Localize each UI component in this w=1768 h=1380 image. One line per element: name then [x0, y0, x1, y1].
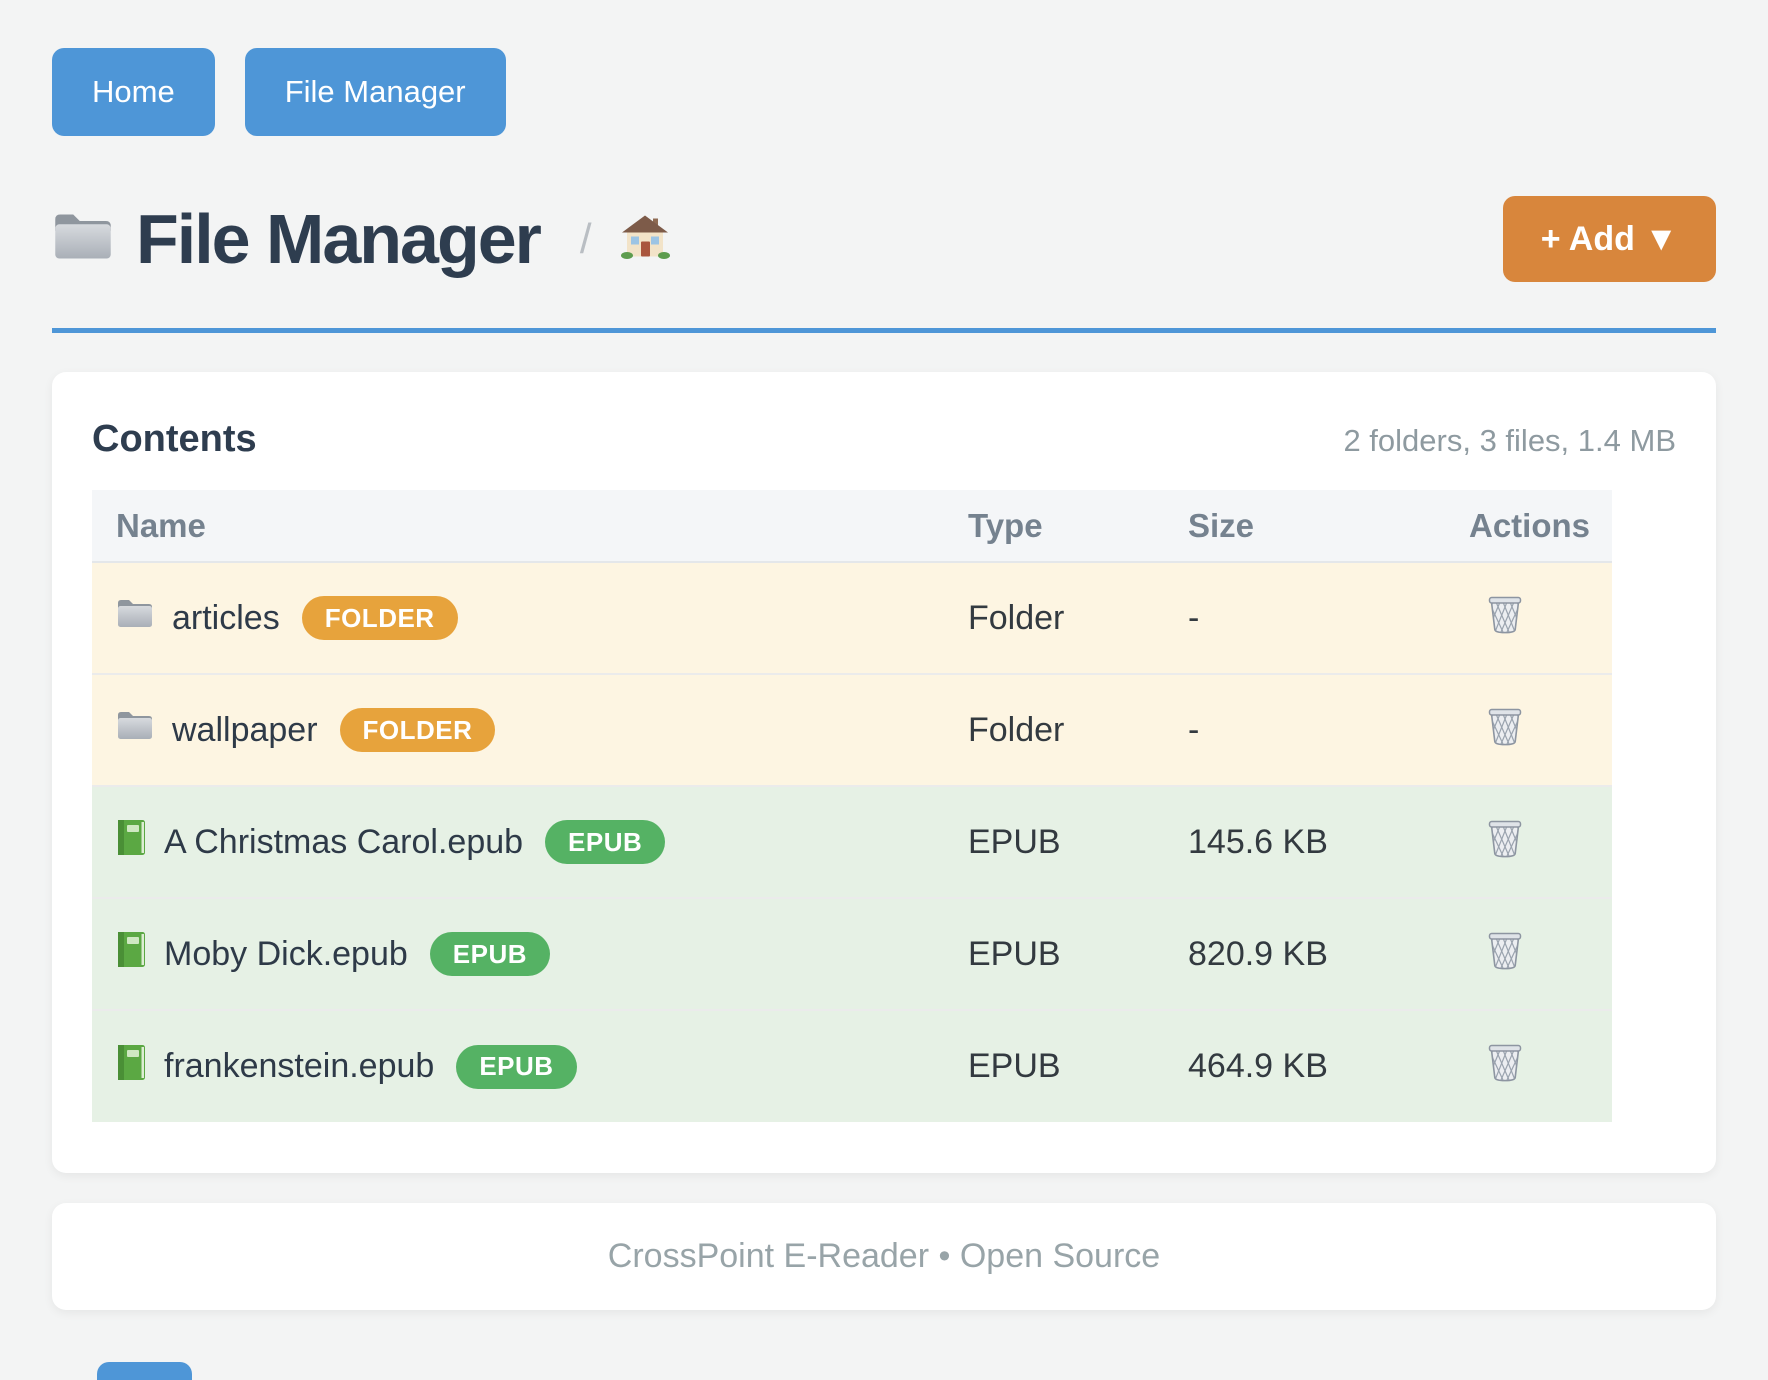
file-name: Moby Dick.epub [164, 934, 408, 973]
green-book-icon [116, 1044, 146, 1090]
type-badge: FOLDER [339, 708, 496, 752]
type-badge: EPUB [429, 932, 551, 976]
house-icon[interactable] [620, 214, 670, 264]
files-table: Name Type Size Actions [92, 490, 1612, 1122]
file-name: articles [172, 598, 280, 637]
file-size: - [1188, 673, 1469, 786]
column-header-type: Type [968, 506, 1043, 544]
footer: CrossPoint E-Reader • Open Source [52, 1203, 1716, 1310]
type-badge: EPUB [545, 820, 666, 864]
table-row: Moby Dick.epub EPUB EPUB 820.9 KB [92, 897, 1612, 1010]
column-header-actions: Actions [1469, 506, 1591, 544]
column-header-name: Name [116, 506, 206, 544]
delete-button[interactable] [1469, 930, 1523, 973]
file-type: EPUB [968, 897, 1188, 1010]
wastebasket-icon [1487, 594, 1523, 637]
table-header-row: Name Type Size Actions [92, 490, 1612, 562]
contents-summary: 2 folders, 3 files, 1.4 MB [1343, 423, 1676, 458]
table-row: articles FOLDER Folder - [92, 561, 1612, 674]
file-link[interactable]: Moby Dick.epub EPUB [92, 931, 968, 977]
type-badge: FOLDER [301, 596, 458, 640]
file-manager-page: Home File Manager File Manager / [52, 0, 1716, 1310]
file-type: Folder [968, 673, 1188, 786]
add-button[interactable]: + Add ▼ [1502, 196, 1716, 282]
title-wrap: File Manager / [52, 204, 670, 274]
footer-text: CrossPoint E-Reader • Open Source [607, 1237, 1161, 1275]
wastebasket-icon [1487, 1042, 1523, 1085]
table-row: A Christmas Carol.epub EPUB EPUB 145.6 K… [92, 785, 1612, 898]
wastebasket-icon [1487, 930, 1523, 973]
file-size: 145.6 KB [1188, 785, 1469, 898]
delete-button[interactable] [1469, 594, 1523, 637]
type-badge: EPUB [456, 1044, 577, 1089]
top-navigation: Home File Manager [52, 0, 1716, 136]
delete-button[interactable] [1469, 818, 1523, 861]
delete-button[interactable] [1469, 1042, 1523, 1085]
contents-card: Contents 2 folders, 3 files, 1.4 MB Name… [52, 372, 1716, 1173]
delete-button[interactable] [1469, 706, 1523, 749]
folder-icon [116, 710, 154, 750]
file-size: 820.9 KB [1188, 897, 1469, 1010]
table-row: wallpaper FOLDER Folder - [92, 673, 1612, 786]
header-divider [52, 328, 1716, 333]
table-row: frankenstein.epub EPUB EPUB 464.9 KB [92, 1009, 1612, 1122]
wastebasket-icon [1487, 706, 1523, 749]
folder-icon [52, 211, 114, 267]
partial-nav-button[interactable] [97, 1362, 192, 1380]
green-book-icon [116, 819, 146, 865]
file-link[interactable]: articles FOLDER [92, 596, 968, 640]
breadcrumb-separator: / [579, 215, 592, 262]
file-link[interactable]: frankenstein.epub EPUB [92, 1044, 968, 1090]
folder-icon [116, 598, 154, 638]
file-type: EPUB [968, 1009, 1188, 1122]
nav-button-file-manager[interactable]: File Manager [244, 48, 506, 136]
file-link[interactable]: A Christmas Carol.epub EPUB [92, 819, 968, 865]
file-name: wallpaper [172, 710, 318, 749]
green-book-icon [116, 931, 146, 977]
page-title: File Manager [136, 200, 542, 278]
contents-title: Contents [92, 418, 257, 460]
page-header: File Manager / + Add ▼ [52, 196, 1716, 282]
file-size: 464.9 KB [1188, 1009, 1469, 1122]
file-name: frankenstein.epub [164, 1047, 435, 1085]
file-size: - [1188, 561, 1469, 674]
file-type: EPUB [968, 785, 1188, 898]
column-header-size: Size [1188, 506, 1255, 544]
file-link[interactable]: wallpaper FOLDER [92, 708, 968, 752]
file-type: Folder [968, 561, 1188, 674]
wastebasket-icon [1487, 818, 1523, 861]
nav-button-home[interactable]: Home [52, 48, 215, 136]
file-name: A Christmas Carol.epub [164, 822, 524, 861]
